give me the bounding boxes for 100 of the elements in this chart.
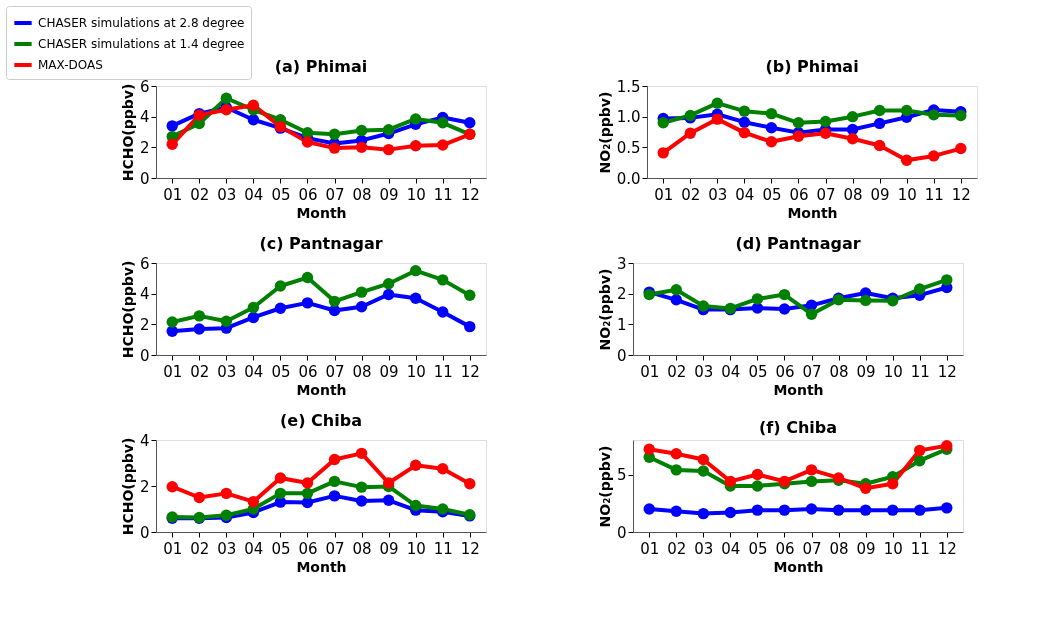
chart-title: (c) Pantnagar bbox=[259, 234, 383, 253]
x-tick-label: 06 bbox=[789, 185, 809, 204]
x-axis-title: Month bbox=[296, 204, 347, 221]
x-tick-label: 11 bbox=[433, 185, 453, 204]
y-tick-label: 1 bbox=[616, 315, 627, 334]
x-tick-label: 09 bbox=[379, 362, 399, 381]
y-axis-title: HCHO(ppbv) bbox=[119, 260, 136, 359]
y-tick-label: 1.0 bbox=[616, 108, 641, 127]
y-tick-label: 2 bbox=[139, 138, 150, 157]
x-tick-label: 03 bbox=[708, 185, 728, 204]
chart-title: (d) Pantnagar bbox=[735, 234, 861, 253]
x-axis-title: Month bbox=[773, 558, 824, 575]
x-axis-title: Month bbox=[773, 381, 824, 398]
x-tick-label: 01 bbox=[163, 539, 183, 558]
x-tick-label: 07 bbox=[802, 539, 822, 558]
x-tick-label: 06 bbox=[775, 362, 795, 381]
y-tick-label: 2 bbox=[139, 477, 150, 496]
x-tick-label: 09 bbox=[856, 362, 876, 381]
y-tick-label: 0.0 bbox=[616, 169, 641, 188]
x-tick-label: 01 bbox=[654, 185, 674, 204]
x-tick-label: 05 bbox=[762, 185, 782, 204]
x-tick-label: 03 bbox=[217, 362, 237, 381]
y-axis-title: NO₂(ppbv) bbox=[596, 445, 613, 528]
x-tick-label: 08 bbox=[829, 362, 849, 381]
x-tick-label: 12 bbox=[951, 185, 971, 204]
x-tick-label: 02 bbox=[190, 362, 210, 381]
x-tick-label: 12 bbox=[460, 185, 480, 204]
x-tick-label: 05 bbox=[271, 185, 291, 204]
x-tick-label: 04 bbox=[244, 539, 264, 558]
y-tick-label: 4 bbox=[139, 285, 150, 304]
x-tick-label: 11 bbox=[910, 362, 930, 381]
x-tick-label: 07 bbox=[325, 185, 345, 204]
x-tick-label: 12 bbox=[460, 539, 480, 558]
x-tick-label: 05 bbox=[271, 539, 291, 558]
x-tick-label: 03 bbox=[217, 539, 237, 558]
x-tick-label: 11 bbox=[433, 539, 453, 558]
x-tick-label: 04 bbox=[721, 362, 741, 381]
y-tick-label: 4 bbox=[139, 431, 150, 450]
y-tick-label: 6 bbox=[139, 254, 150, 273]
chart-title: (f) Chiba bbox=[758, 418, 838, 437]
y-axis-title: HCHO(ppbv) bbox=[119, 83, 136, 182]
x-tick-label: 04 bbox=[721, 539, 741, 558]
x-tick-label: 07 bbox=[816, 185, 836, 204]
x-tick-label: 03 bbox=[694, 539, 714, 558]
x-tick-label: 11 bbox=[924, 185, 944, 204]
y-tick-label: 0 bbox=[616, 346, 627, 365]
y-tick-label: 3 bbox=[616, 254, 627, 273]
y-tick-label: 2 bbox=[139, 315, 150, 334]
x-tick-label: 06 bbox=[775, 539, 795, 558]
x-tick-label: 03 bbox=[217, 185, 237, 204]
x-tick-label: 07 bbox=[325, 362, 345, 381]
x-tick-label: 04 bbox=[244, 185, 264, 204]
x-tick-label: 05 bbox=[748, 362, 768, 381]
x-tick-label: 01 bbox=[163, 362, 183, 381]
x-tick-label: 12 bbox=[937, 539, 957, 558]
x-axis-title: Month bbox=[296, 381, 347, 398]
x-tick-label: 02 bbox=[190, 539, 210, 558]
x-tick-label: 05 bbox=[271, 362, 291, 381]
x-tick-label: 10 bbox=[406, 539, 426, 558]
x-tick-label: 03 bbox=[694, 362, 714, 381]
legend-label: CHASER simulations at 1.4 degree bbox=[38, 37, 245, 51]
y-axis-title: HCHO(ppbv) bbox=[119, 437, 136, 536]
x-tick-label: 08 bbox=[352, 539, 372, 558]
y-tick-label: 4 bbox=[139, 108, 150, 127]
chart-title: (b) Phimai bbox=[765, 57, 859, 76]
x-tick-label: 04 bbox=[244, 362, 264, 381]
x-tick-label: 06 bbox=[298, 185, 318, 204]
y-tick-label: 0 bbox=[139, 346, 150, 365]
x-tick-label: 04 bbox=[735, 185, 755, 204]
x-tick-label: 07 bbox=[802, 362, 822, 381]
x-tick-label: 01 bbox=[640, 539, 660, 558]
x-tick-label: 09 bbox=[856, 539, 876, 558]
y-tick-label: 0 bbox=[139, 523, 150, 542]
y-axis-title: NO₂(ppbv) bbox=[596, 268, 613, 351]
x-tick-label: 02 bbox=[667, 539, 687, 558]
x-tick-label: 10 bbox=[897, 185, 917, 204]
y-tick-label: 0.5 bbox=[616, 138, 641, 157]
y-tick-label: 6 bbox=[139, 77, 150, 96]
x-tick-label: 08 bbox=[352, 362, 372, 381]
chart-title: (a) Phimai bbox=[274, 57, 368, 76]
x-tick-label: 12 bbox=[937, 362, 957, 381]
y-tick-label: 5 bbox=[616, 466, 627, 484]
x-tick-label: 12 bbox=[460, 362, 480, 381]
x-tick-label: 02 bbox=[190, 185, 210, 204]
x-tick-label: 09 bbox=[870, 185, 890, 204]
x-tick-label: 02 bbox=[681, 185, 701, 204]
x-tick-label: 11 bbox=[433, 362, 453, 381]
x-tick-label: 10 bbox=[883, 362, 903, 381]
y-axis-title: NO₂(ppbv) bbox=[596, 91, 613, 174]
x-tick-label: 05 bbox=[748, 539, 768, 558]
legend-label: CHASER simulations at 2.8 degree bbox=[38, 16, 245, 30]
x-axis-title: Month bbox=[296, 558, 347, 575]
y-tick-label: 2 bbox=[616, 285, 627, 304]
chart-title: (e) Chiba bbox=[280, 411, 362, 430]
x-tick-label: 01 bbox=[163, 185, 183, 204]
x-tick-label: 10 bbox=[406, 362, 426, 381]
x-tick-label: 09 bbox=[379, 185, 399, 204]
x-tick-label: 09 bbox=[379, 539, 399, 558]
x-tick-label: 06 bbox=[298, 539, 318, 558]
x-tick-label: 08 bbox=[829, 539, 849, 558]
